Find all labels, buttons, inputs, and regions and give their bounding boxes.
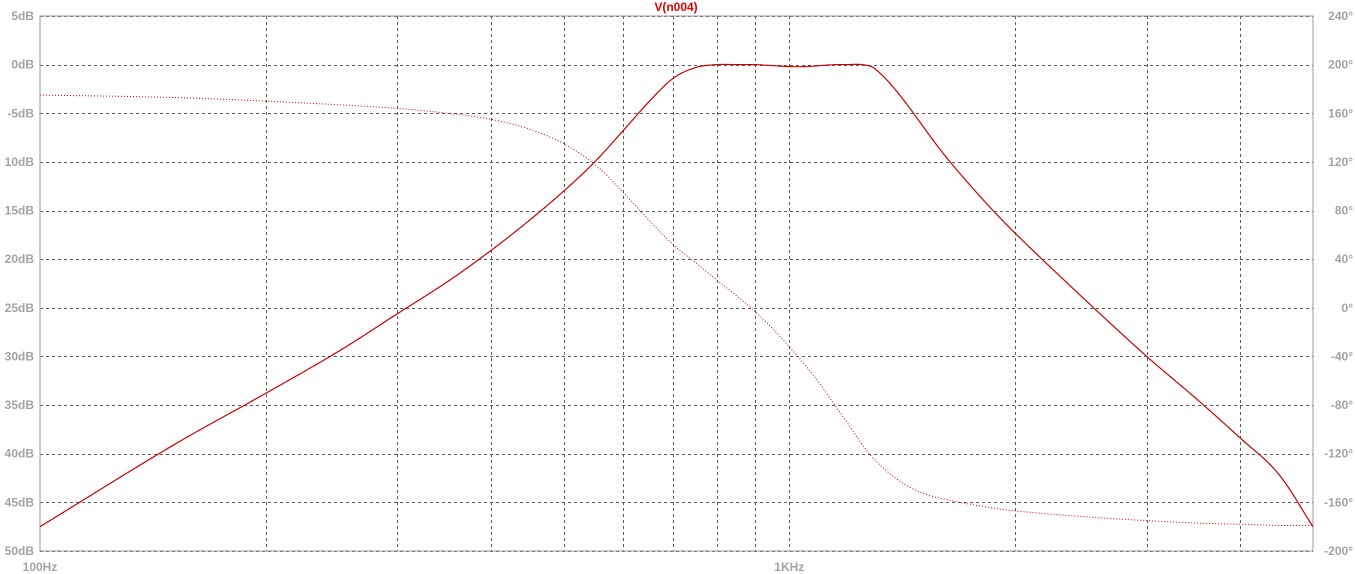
y-left-tick-label: 10dB [5, 155, 35, 169]
x-tick-label: 100Hz [23, 560, 58, 574]
trace-layer [39, 63, 1314, 528]
y-right-tick-label: 160° [1328, 106, 1353, 120]
magnitude-trace[interactable] [39, 63, 1314, 528]
plot-frame [39, 15, 1314, 552]
y-right-tick-label: -80° [1331, 398, 1353, 412]
y-left-tick-label: 5dB [11, 9, 34, 23]
y-left-tick-label: 45dB [5, 495, 35, 509]
y-right-tick-label: -160° [1324, 495, 1353, 509]
y-right-tick-label: -120° [1324, 447, 1353, 461]
y-left-tick-label: 50dB [5, 544, 35, 558]
y-left-tick-label: 15dB [5, 204, 35, 218]
y-left-tick-label: 20dB [5, 252, 35, 266]
y-left-tick-label: -5dB [7, 106, 34, 120]
y-left-tick-label: 25dB [5, 301, 35, 315]
y-left-tick-label: 0dB [11, 58, 34, 72]
y-right-tick-label: -200° [1324, 544, 1353, 558]
y-right-tick-label: 120° [1328, 155, 1353, 169]
y-right-tick-label: 200° [1328, 58, 1353, 72]
chart-title[interactable]: V(n004) [654, 0, 697, 14]
y-left-tick-label: 35dB [5, 398, 35, 412]
y-right-tick-label: 80° [1335, 204, 1353, 218]
y-right-tick-label: 240° [1328, 9, 1353, 23]
y-right-tick-label: 0° [1342, 301, 1354, 315]
grid-layer [40, 16, 1313, 552]
x-tick-label: 1KHz [774, 560, 804, 574]
y-left-tick-label: 30dB [5, 349, 35, 363]
y-right-tick-label: 40° [1335, 252, 1353, 266]
y-left-tick-label: 40dB [5, 447, 35, 461]
y-right-tick-label: -40° [1331, 349, 1353, 363]
label-layer: 5dB 0dB -5dB 10dB 15dB 20dB 25dB 30dB 35dB 40dB 45… [5, 9, 1354, 574]
